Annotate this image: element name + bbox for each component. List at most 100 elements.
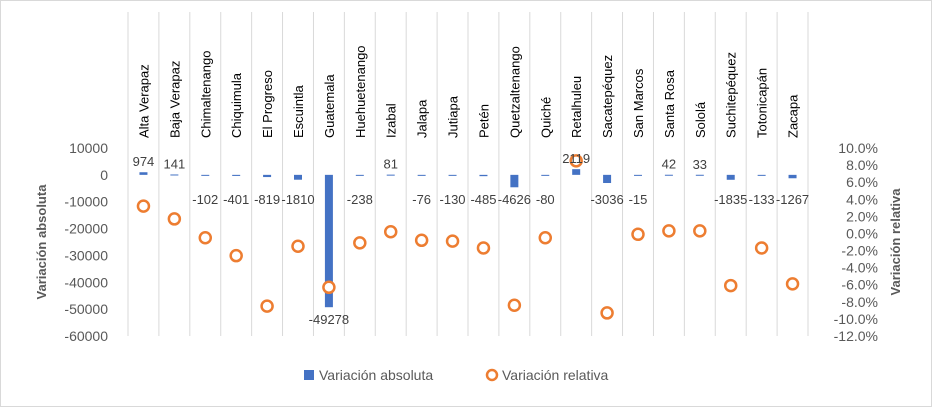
marker-point bbox=[507, 298, 522, 312]
right-axis-tick-label: 8.0% bbox=[846, 157, 878, 173]
category-label: Totonicapán bbox=[755, 68, 770, 138]
legend-bar-swatch bbox=[304, 370, 314, 380]
bar-data-label: -485 bbox=[470, 192, 496, 207]
marker-point bbox=[600, 306, 614, 320]
left-axis-tick-label: -30000 bbox=[64, 247, 108, 263]
marker-point bbox=[383, 224, 398, 239]
left-axis: 10000 0 -10000 -20000 -30000 -40000 -50000 -600… bbox=[64, 140, 108, 344]
bar bbox=[510, 174, 519, 188]
bar-data-label: -80 bbox=[536, 192, 555, 207]
legend: Variación absoluta Variación relativa bbox=[304, 367, 609, 383]
category-label: Zacapa bbox=[786, 94, 801, 138]
left-axis-tick-label: -60000 bbox=[64, 328, 108, 344]
category-label: Quetzaltenango bbox=[507, 46, 522, 138]
category-labels: Alta Verapaz Baja Verapaz Chimaltenango Chi… bbox=[136, 45, 800, 138]
bar bbox=[757, 174, 766, 176]
marker-point bbox=[414, 233, 429, 248]
bar-data-label: 42 bbox=[662, 157, 676, 172]
category-label: Jutiapa bbox=[446, 95, 461, 138]
bar bbox=[201, 174, 210, 176]
bar bbox=[386, 174, 395, 176]
bar bbox=[170, 174, 179, 176]
marker-point bbox=[198, 230, 213, 245]
bar bbox=[479, 174, 488, 177]
bar-data-label: -3036 bbox=[590, 192, 623, 207]
category-label: Guatemala bbox=[322, 74, 337, 138]
category-label: Sololá bbox=[693, 101, 708, 138]
marker-point bbox=[538, 230, 553, 245]
marker-point bbox=[785, 277, 800, 291]
marker-point bbox=[322, 280, 336, 295]
bar bbox=[232, 174, 241, 176]
left-axis-tick-label: -10000 bbox=[64, 194, 108, 210]
marker-point bbox=[476, 241, 491, 255]
category-label: Escuintla bbox=[291, 84, 306, 138]
right-axis-tick-label: -8.0% bbox=[841, 294, 878, 310]
grid-lines bbox=[127, 12, 809, 336]
bar-series bbox=[139, 169, 797, 308]
data-labels: 974 141 -102 -401 -819 -1810 -49278 -238 81 -76 -1… bbox=[133, 151, 810, 327]
right-axis-tick-label: -6.0% bbox=[841, 277, 878, 293]
marker-point bbox=[723, 278, 738, 293]
right-axis-tick-label: 6.0% bbox=[846, 174, 878, 190]
left-axis-title: Variación absoluta bbox=[34, 184, 49, 300]
category-label: Suchitepéquez bbox=[724, 52, 739, 138]
bar bbox=[263, 174, 272, 178]
bar-data-label: -130 bbox=[440, 192, 466, 207]
bar-data-label: 974 bbox=[133, 154, 155, 169]
bar bbox=[634, 174, 642, 176]
bar-data-label: -102 bbox=[192, 192, 218, 207]
bar-data-label: -401 bbox=[223, 192, 249, 207]
bar bbox=[294, 174, 302, 180]
bar bbox=[726, 174, 735, 180]
right-axis-title: Variación relativa bbox=[888, 188, 903, 296]
bar-data-label: -1810 bbox=[281, 192, 314, 207]
bar-data-label: -49278 bbox=[309, 312, 349, 327]
bar bbox=[324, 174, 333, 308]
bar-data-label: -15 bbox=[629, 192, 648, 207]
legend-marker-swatch bbox=[485, 368, 499, 382]
bar bbox=[448, 174, 457, 176]
legend-bar-label: Variación absoluta bbox=[319, 367, 433, 383]
bar bbox=[541, 174, 550, 176]
marker-point bbox=[229, 248, 243, 263]
category-label: San Marcos bbox=[631, 68, 646, 138]
category-label: Chiquimula bbox=[229, 72, 244, 138]
marker-point bbox=[445, 234, 460, 248]
right-axis-tick-label: 4.0% bbox=[846, 191, 878, 207]
marker-point bbox=[631, 227, 645, 242]
bar-data-label: 2119 bbox=[562, 151, 590, 166]
right-axis-tick-label: -4.0% bbox=[841, 260, 878, 276]
right-axis-tick-label: 10.0% bbox=[838, 140, 878, 156]
category-label: Baja Verapaz bbox=[167, 61, 182, 138]
bar-data-label: 141 bbox=[164, 156, 186, 171]
bar bbox=[139, 172, 148, 175]
marker-series bbox=[136, 154, 800, 320]
left-axis-tick-label: -50000 bbox=[64, 301, 108, 317]
right-axis-tick-label: -2.0% bbox=[841, 243, 878, 259]
bar-data-label: -1835 bbox=[714, 192, 747, 207]
left-axis-tick-label: -20000 bbox=[64, 221, 108, 237]
marker-point bbox=[136, 199, 151, 213]
bar bbox=[695, 174, 704, 176]
bar bbox=[664, 174, 673, 176]
category-label: Chimaltenango bbox=[198, 51, 213, 138]
left-axis-tick-label: 0 bbox=[100, 167, 108, 183]
left-axis-tick-label: -40000 bbox=[64, 274, 108, 290]
category-label: Retalhuleu bbox=[569, 76, 584, 138]
bar-data-label: -238 bbox=[347, 192, 373, 207]
marker-point bbox=[754, 241, 769, 255]
bar-data-label: -819 bbox=[254, 192, 280, 207]
bar-data-label: 33 bbox=[693, 157, 707, 172]
category-label: Alta Verapaz bbox=[136, 64, 151, 138]
bar-data-label: 81 bbox=[383, 157, 397, 172]
marker-point bbox=[167, 212, 182, 226]
marker-point bbox=[569, 154, 583, 168]
right-axis-tick-label: -12.0% bbox=[834, 328, 878, 344]
bar bbox=[417, 174, 426, 176]
category-label: Huehuetenango bbox=[353, 45, 368, 138]
right-axis-tick-label: 0.0% bbox=[846, 225, 878, 241]
